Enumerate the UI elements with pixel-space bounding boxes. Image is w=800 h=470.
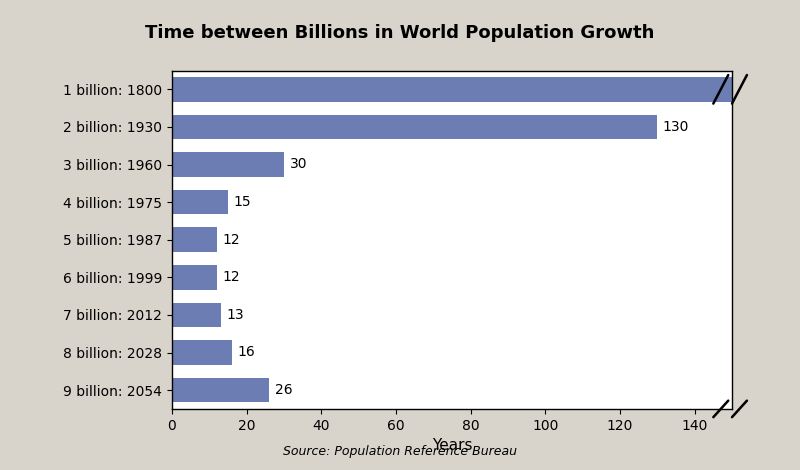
- Bar: [172, 115, 658, 139]
- Text: 15: 15: [234, 195, 251, 209]
- Text: Time between Billions in World Population Growth: Time between Billions in World Populatio…: [146, 24, 654, 42]
- Text: Source: Population Reference Bureau: Source: Population Reference Bureau: [283, 445, 517, 458]
- Bar: [172, 340, 232, 365]
- Bar: [172, 77, 750, 102]
- Bar: [172, 303, 221, 327]
- Text: 30: 30: [290, 157, 307, 172]
- X-axis label: Years: Years: [432, 438, 472, 453]
- Bar: [172, 265, 217, 290]
- Text: 130: 130: [663, 120, 690, 134]
- Bar: [172, 227, 217, 252]
- Text: 13: 13: [226, 308, 244, 322]
- Bar: [172, 152, 284, 177]
- Text: 12: 12: [222, 270, 240, 284]
- Bar: [172, 378, 269, 402]
- Text: 26: 26: [274, 383, 292, 397]
- Text: 12: 12: [222, 233, 240, 247]
- Bar: [172, 190, 228, 214]
- Text: 16: 16: [238, 345, 255, 360]
